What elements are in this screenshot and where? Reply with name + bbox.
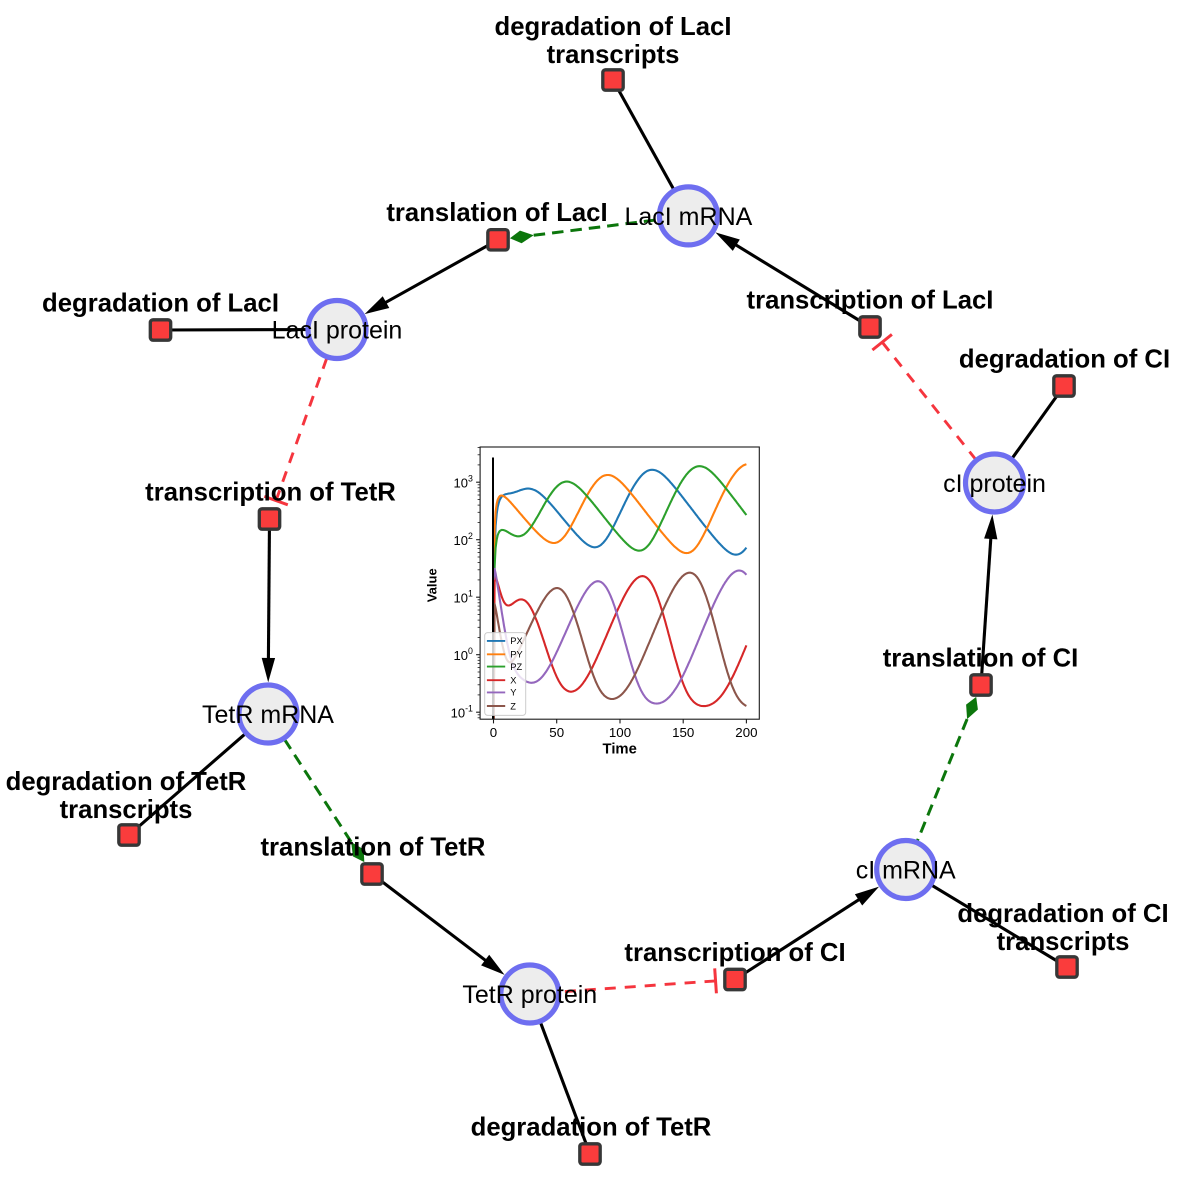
svg-text:LacI protein: LacI protein [272,317,403,345]
svg-text:TetR mRNA: TetR mRNA [202,701,334,729]
svg-text:Z: Z [510,701,516,711]
svg-text:102: 102 [454,531,473,548]
svg-text:103: 103 [454,474,473,491]
svg-text:degradation of TetR: degradation of TetR [471,1113,712,1141]
svg-text:transcription of TetR: transcription of TetR [145,478,396,506]
svg-text:degradation of LacI: degradation of LacI [42,289,279,317]
svg-text:TetR protein: TetR protein [462,981,597,1009]
svg-text:Y: Y [510,688,516,698]
svg-text:degradation of CI: degradation of CI [957,900,1168,928]
svg-text:50: 50 [549,725,564,740]
svg-text:X: X [510,676,516,686]
svg-text:translation of CI: translation of CI [883,644,1079,672]
svg-text:PZ: PZ [510,662,522,672]
svg-text:LacI mRNA: LacI mRNA [624,203,752,231]
svg-text:cI mRNA: cI mRNA [856,857,956,885]
svg-text:translation of LacI: translation of LacI [386,199,607,227]
svg-text:200: 200 [735,725,757,740]
svg-text:PY: PY [510,650,522,660]
svg-text:translation of TetR: translation of TetR [260,833,485,861]
svg-text:degradation of TetR: degradation of TetR [6,768,247,796]
svg-text:degradation of CI: degradation of CI [959,345,1170,373]
svg-text:100: 100 [609,725,631,740]
svg-text:cI protein: cI protein [943,470,1046,498]
svg-text:degradation of LacI: degradation of LacI [495,13,732,41]
svg-text:101: 101 [454,589,473,606]
svg-text:150: 150 [672,725,694,740]
svg-text:Time: Time [603,742,637,758]
svg-text:100: 100 [454,646,473,663]
svg-text:0: 0 [490,725,497,740]
svg-text:Value: Value [424,568,439,602]
svg-text:transcription of LacI: transcription of LacI [747,286,994,314]
svg-text:transcription of CI: transcription of CI [624,939,845,967]
svg-text:transcripts: transcripts [997,928,1130,956]
svg-text:transcripts: transcripts [547,41,680,69]
svg-text:10-1: 10-1 [451,704,473,721]
svg-text:PX: PX [510,636,522,646]
svg-text:transcripts: transcripts [60,796,193,824]
